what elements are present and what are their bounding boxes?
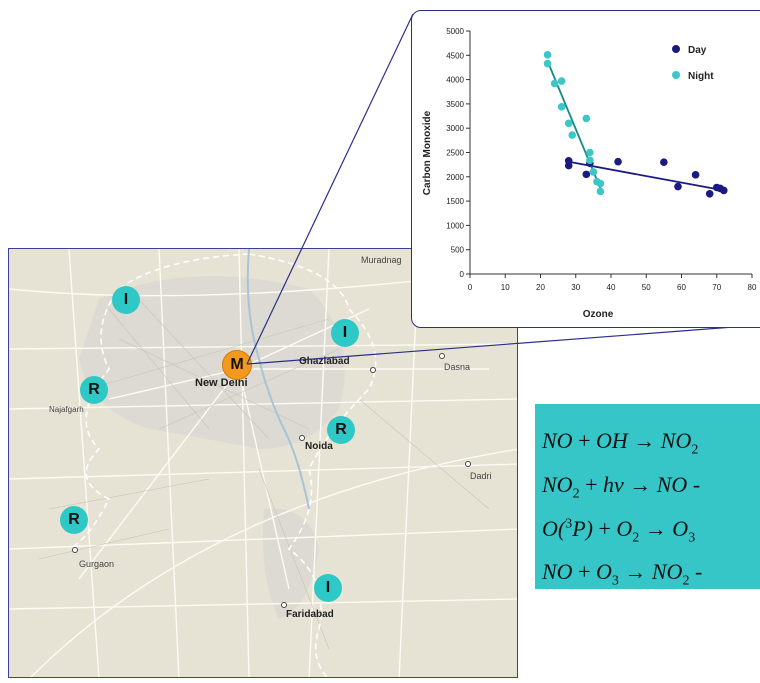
- point-day: [674, 182, 682, 191]
- point-night: [568, 131, 577, 139]
- x-tick-label: 80: [748, 283, 757, 292]
- label-new-delhi: New Delhi: [195, 377, 248, 389]
- dadri-dot: [465, 461, 471, 467]
- x-tick-label: 70: [712, 283, 721, 292]
- x-axis-label: Ozone: [583, 309, 614, 320]
- point-night: [557, 77, 566, 85]
- y-axis-label: Carbon Monoxide: [422, 110, 433, 195]
- map-roads: [9, 249, 517, 677]
- equation-3: O(3P) + O2 → O3: [542, 516, 696, 546]
- label-faridabad: Faridabad: [286, 609, 334, 620]
- y-tick-label: 3500: [446, 100, 464, 109]
- marker-residential-noida[interactable]: R: [327, 416, 355, 444]
- marker-industrial-faridabad[interactable]: I: [314, 574, 342, 602]
- chart-legend: Day Night: [672, 45, 714, 82]
- x-tick-label: 30: [571, 283, 580, 292]
- x-tick-label: 10: [501, 283, 510, 292]
- chart-points: [543, 51, 728, 198]
- point-day: [582, 170, 591, 179]
- gurgaon-dot: [72, 547, 78, 553]
- point-night: [589, 168, 598, 176]
- label-noida: Noida: [305, 441, 333, 452]
- scatter-chart: 0 10 20 30 40 50 60 70 80 0 500 1000 1500 2000 2500 300…: [422, 27, 757, 320]
- x-tick-label: 50: [642, 283, 651, 292]
- legend-marker-day: [672, 45, 680, 53]
- trendline-day: [568, 160, 724, 192]
- point-night: [596, 179, 605, 188]
- point-day: [564, 161, 573, 170]
- noida-dot: [299, 435, 305, 441]
- point-night: [543, 59, 552, 68]
- chart-axes: 0 10 20 30 40 50 60 70 80 0 500 1000 1500 2000 2500 300…: [446, 27, 757, 292]
- marker-monitoring-new-delhi[interactable]: M: [222, 350, 252, 380]
- x-tick-label: 20: [536, 283, 545, 292]
- legend-label-day: Day: [688, 45, 707, 56]
- faridabad-dot: [281, 602, 287, 608]
- yamuna-river: [246, 249, 310, 510]
- point-night: [557, 103, 566, 111]
- y-tick-label: 3000: [446, 124, 464, 133]
- point-night: [564, 119, 573, 128]
- equation-1: NO + OH → NO2: [542, 428, 699, 458]
- point-night: [582, 114, 591, 123]
- legend-label-night: Night: [688, 71, 714, 82]
- label-dadri: Dadri: [470, 471, 492, 481]
- point-night: [586, 156, 594, 165]
- marker-industrial-ghaziabad[interactable]: I: [331, 319, 359, 347]
- reaction-equations-box: NO + OH → NO2 NO2 + hv → NO - O(3P) + O2…: [535, 404, 760, 589]
- y-tick-label: 2000: [446, 173, 464, 182]
- dasna-dot: [439, 353, 445, 359]
- connector-line-upper: [246, 13, 414, 365]
- y-tick-label: 0: [460, 270, 465, 279]
- point-day: [720, 186, 728, 195]
- x-tick-label: 40: [607, 283, 616, 292]
- label-dasna: Dasna: [444, 362, 471, 372]
- point-night: [550, 79, 559, 88]
- y-tick-label: 1000: [446, 221, 464, 230]
- marker-industrial-northwest[interactable]: I: [112, 286, 140, 314]
- marker-residential-west[interactable]: R: [80, 376, 108, 404]
- label-ghaziabad: Ghaziabad: [299, 356, 350, 367]
- point-night: [596, 187, 605, 196]
- scatter-chart-panel: 0 10 20 30 40 50 60 70 80 0 500 1000 1500 2000 2500 300…: [411, 10, 760, 328]
- label-najafgarh: Najafgarh: [49, 405, 84, 414]
- x-tick-label: 0: [468, 283, 473, 292]
- label-muradnagar: Muradnag: [361, 255, 402, 265]
- y-tick-label: 4000: [446, 76, 464, 85]
- y-tick-label: 5000: [446, 27, 464, 36]
- marker-residential-gurgaon[interactable]: R: [60, 506, 88, 534]
- y-tick-label: 500: [451, 246, 465, 255]
- point-day: [660, 158, 668, 167]
- point-day: [705, 190, 714, 198]
- y-tick-label: 4500: [446, 51, 464, 60]
- equation-2: NO2 + hv → NO -: [542, 472, 701, 502]
- ghaziabad-dot: [370, 367, 376, 373]
- point-day: [691, 171, 700, 179]
- point-day: [614, 157, 622, 166]
- connector-line-lower: [246, 324, 760, 365]
- y-tick-label: 1500: [446, 197, 464, 206]
- x-tick-label: 60: [677, 283, 686, 292]
- legend-marker-night: [672, 71, 680, 79]
- point-night: [586, 148, 594, 157]
- y-tick-label: 2500: [446, 149, 464, 158]
- equation-4: NO + O3 → NO2 -: [542, 559, 703, 589]
- point-night: [543, 51, 552, 59]
- label-gurgaon: Gurgaon: [79, 559, 115, 569]
